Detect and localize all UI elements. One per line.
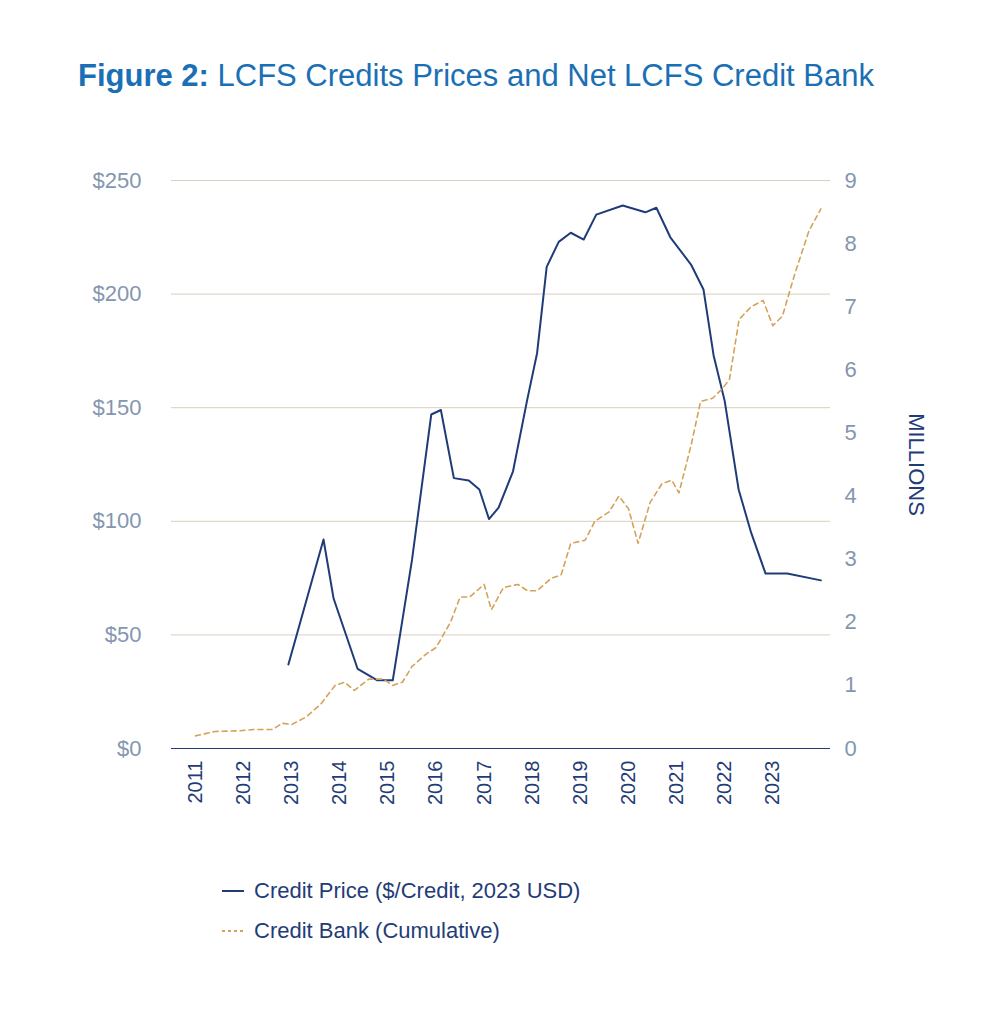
svg-text:$150: $150 <box>93 395 142 420</box>
svg-text:$250: $250 <box>93 168 142 193</box>
svg-text:$50: $50 <box>105 622 142 647</box>
svg-text:6: 6 <box>845 357 857 382</box>
svg-text:2018: 2018 <box>521 761 543 806</box>
svg-text:MILLIONS: MILLIONS <box>904 413 929 516</box>
svg-text:2016: 2016 <box>424 761 446 806</box>
svg-text:2023: 2023 <box>761 761 783 806</box>
svg-text:8: 8 <box>845 231 857 256</box>
svg-text:2020: 2020 <box>617 761 639 806</box>
svg-text:7: 7 <box>845 294 857 319</box>
svg-text:0: 0 <box>845 736 857 761</box>
svg-text:4: 4 <box>845 483 857 508</box>
svg-text:3: 3 <box>845 546 857 571</box>
html-text:Figure 2: LCFS Credits Prices: Figure 2: LCFS Credits Prices and Net LC… <box>78 58 874 93</box>
svg-text:$100: $100 <box>93 508 142 533</box>
svg-text:2013: 2013 <box>280 761 302 806</box>
svg-text:2022: 2022 <box>713 761 735 806</box>
svg-text:2021: 2021 <box>665 761 687 806</box>
svg-text:2011: 2011 <box>184 761 206 804</box>
svg-text:2: 2 <box>845 609 857 634</box>
html-text:Credit Price ($/Credit, 2023 U: Credit Price ($/Credit, 2023 USD) <box>254 878 581 903</box>
svg-text:2012: 2012 <box>232 761 254 806</box>
svg-text:5: 5 <box>845 420 857 445</box>
svg-text:2017: 2017 <box>473 761 495 806</box>
svg-text:2019: 2019 <box>569 761 591 806</box>
svg-text:$200: $200 <box>93 281 142 306</box>
svg-text:1: 1 <box>845 672 857 697</box>
svg-text:2015: 2015 <box>376 761 398 806</box>
svg-text:9: 9 <box>845 168 857 193</box>
svg-text:$0: $0 <box>117 736 141 761</box>
svg-text:2014: 2014 <box>328 761 350 806</box>
html-text:Credit Bank (Cumulative): Credit Bank (Cumulative) <box>254 918 500 943</box>
